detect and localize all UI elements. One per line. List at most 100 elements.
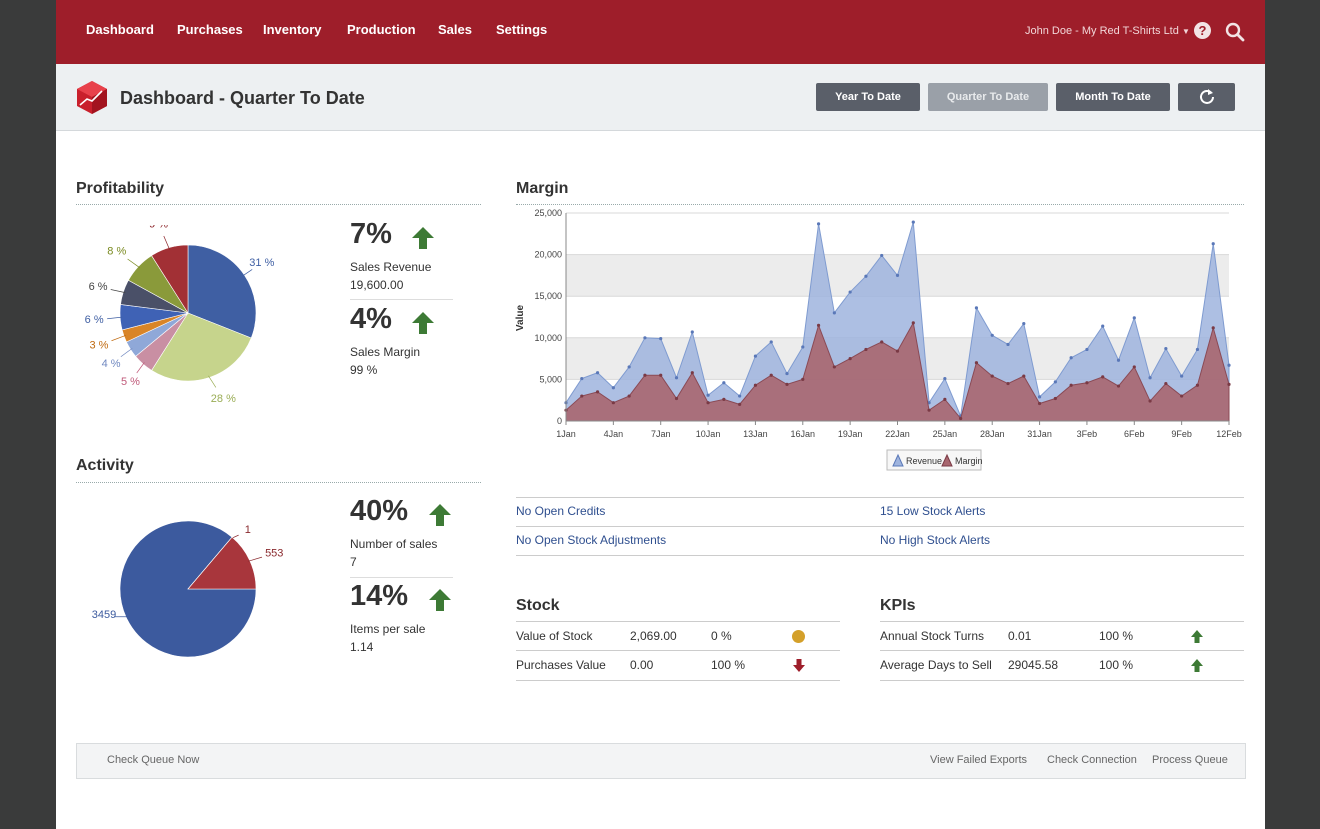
sales-revenue-value: 19,600.00 xyxy=(350,278,404,292)
down-arrow-icon xyxy=(793,659,805,672)
data-point xyxy=(848,357,852,361)
legend-label: Margin xyxy=(955,456,983,466)
data-point xyxy=(959,416,963,421)
data-point xyxy=(738,394,742,398)
divider xyxy=(350,577,453,578)
x-tick-label: 3Feb xyxy=(1077,429,1098,439)
pie-leader-line xyxy=(247,556,263,562)
data-point xyxy=(643,336,647,340)
stock-row-label: Value of Stock xyxy=(516,629,593,643)
user-menu[interactable]: John Doe - My Red T-Shirts Ltd ▼ xyxy=(1025,25,1190,37)
x-tick-label: 25Jan xyxy=(933,429,958,439)
data-point xyxy=(1037,395,1042,399)
data-point xyxy=(1148,399,1152,403)
data-point xyxy=(1180,394,1184,398)
profitability-title: Profitability xyxy=(76,180,165,197)
data-point xyxy=(690,330,694,334)
pie-leader-line xyxy=(111,335,127,342)
nav-sales[interactable]: Sales xyxy=(438,22,472,37)
data-point xyxy=(880,253,884,258)
data-point xyxy=(1164,347,1168,351)
nav-inventory[interactable]: Inventory xyxy=(263,22,322,37)
data-point xyxy=(627,365,631,369)
pie-leader-line xyxy=(242,269,253,277)
pie-slice-label: 4 % xyxy=(102,358,121,370)
pie-slice-label: 8 % xyxy=(107,245,126,257)
data-point xyxy=(690,371,694,375)
nav-production[interactable]: Production xyxy=(347,22,416,37)
pie-slice-label: 31 % xyxy=(249,257,274,269)
kpi-row-label: Annual Stock Turns xyxy=(880,629,985,643)
year-to-date-button[interactable]: Year To Date xyxy=(816,83,920,111)
high-stock-alerts-link[interactable]: No High Stock Alerts xyxy=(880,533,991,547)
data-point xyxy=(801,345,805,349)
data-point xyxy=(943,397,947,401)
check-connection-link[interactable]: Check Connection xyxy=(1047,754,1137,766)
nav-purchases[interactable]: Purchases xyxy=(177,22,243,37)
divider xyxy=(516,650,840,651)
check-queue-now-link[interactable]: Check Queue Now xyxy=(107,754,200,766)
data-point xyxy=(706,401,710,405)
stock-row-value: 0.00 xyxy=(630,658,654,672)
data-point xyxy=(769,340,773,344)
pie-leader-line xyxy=(127,258,141,269)
kpi-row-label: Average Days to Sell xyxy=(880,658,992,672)
data-point xyxy=(1022,322,1026,326)
nav-dashboard[interactable]: Dashboard xyxy=(86,22,154,37)
data-point xyxy=(1164,381,1168,386)
data-point xyxy=(1227,363,1231,367)
sales-margin-value: 99 % xyxy=(350,363,378,377)
divider xyxy=(516,497,1244,498)
month-to-date-button[interactable]: Month To Date xyxy=(1056,83,1170,111)
pie-slice-label: 3 % xyxy=(89,339,108,351)
process-queue-link[interactable]: Process Queue xyxy=(1152,754,1228,766)
data-point xyxy=(1195,383,1200,387)
data-point xyxy=(832,365,836,369)
pie-leader-line xyxy=(163,235,170,250)
data-point xyxy=(643,373,647,377)
search-icon[interactable] xyxy=(1225,22,1245,42)
open-stock-adjustments-link[interactable]: No Open Stock Adjustments xyxy=(516,533,667,547)
top-nav-bar: Dashboard Purchases Inventory Production… xyxy=(56,0,1265,64)
data-point xyxy=(864,274,868,278)
y-tick-label: 10,000 xyxy=(534,333,562,343)
number-of-sales-value: 7 xyxy=(350,555,357,569)
y-axis-label: Value xyxy=(515,305,526,332)
data-point xyxy=(1116,384,1121,388)
open-credits-link[interactable]: No Open Credits xyxy=(516,504,606,518)
help-icon[interactable]: ? xyxy=(1194,22,1211,39)
x-tick-label: 1Jan xyxy=(556,429,576,439)
pie-slice xyxy=(119,520,257,658)
pie-slice-label: 6 % xyxy=(85,314,104,326)
data-point xyxy=(674,376,679,380)
up-arrow-icon xyxy=(412,312,434,334)
neutral-circle-icon xyxy=(792,630,805,643)
y-tick-label: 25,000 xyxy=(534,208,562,218)
refresh-button[interactable] xyxy=(1178,83,1235,111)
y-tick-label: 15,000 xyxy=(534,291,562,301)
data-point xyxy=(943,376,947,381)
x-tick-label: 12Feb xyxy=(1216,429,1242,439)
divider xyxy=(350,299,453,300)
data-point xyxy=(659,373,663,377)
pie-leader-line xyxy=(136,362,145,374)
divider xyxy=(516,526,1244,527)
data-point xyxy=(595,390,600,394)
data-point xyxy=(816,222,821,226)
data-point xyxy=(895,273,900,277)
x-tick-label: 13Jan xyxy=(743,429,768,439)
low-stock-alerts-link[interactable]: 15 Low Stock Alerts xyxy=(880,504,986,518)
quarter-to-date-button[interactable]: Quarter To Date xyxy=(928,83,1048,111)
items-per-sale-pct: 14% xyxy=(350,580,409,612)
x-tick-label: 28Jan xyxy=(980,429,1005,439)
data-point xyxy=(611,401,615,405)
data-point xyxy=(1006,342,1010,347)
items-per-sale-value: 1.14 xyxy=(350,640,374,654)
view-failed-exports-link[interactable]: View Failed Exports xyxy=(930,754,1028,766)
divider xyxy=(880,650,1244,651)
x-tick-label: 19Jan xyxy=(838,429,863,439)
nav-settings[interactable]: Settings xyxy=(496,22,548,37)
kpi-row-value: 0.01 xyxy=(1008,629,1032,643)
stock-row-pct: 0 % xyxy=(711,629,732,643)
data-point xyxy=(911,321,915,325)
